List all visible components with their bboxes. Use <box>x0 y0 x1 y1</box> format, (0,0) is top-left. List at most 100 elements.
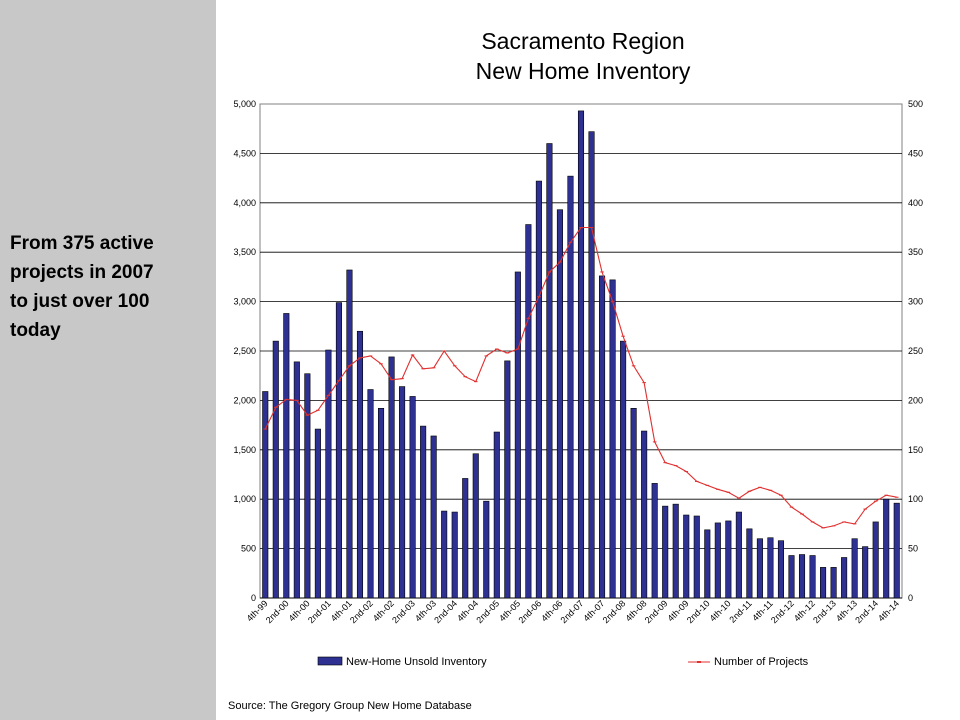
inventory-bar <box>725 520 732 599</box>
x-tick-label: 2nd-04 <box>432 598 459 625</box>
chart-title: Sacramento Region New Home Inventory <box>388 26 778 86</box>
inventory-bar <box>599 275 606 599</box>
inventory-bar <box>472 453 479 599</box>
legend-line-label: Number of Projects <box>714 656 809 668</box>
inventory-bar <box>420 425 427 599</box>
y-right-tick-label: 50 <box>908 544 918 554</box>
inventory-bar <box>272 340 279 599</box>
y-left-tick-label: 3,000 <box>233 297 256 307</box>
inventory-bar <box>609 279 616 599</box>
inventory-bar <box>441 510 448 599</box>
y-left-tick-label: 2,500 <box>233 346 256 356</box>
legend-bar-swatch <box>317 656 343 666</box>
inventory-bar <box>556 209 563 599</box>
inventory-bar <box>798 554 806 599</box>
side-note-line: to just over 100 <box>10 291 150 312</box>
y-right-tick-label: 350 <box>908 247 923 257</box>
y-left-tick-label: 4,000 <box>233 198 256 208</box>
x-tick-label: 2nd-01 <box>306 598 333 625</box>
side-note-line: From 375 active <box>10 233 154 254</box>
inventory-bar <box>504 360 511 599</box>
inventory-bar <box>335 302 342 599</box>
y-left-tick-label: 1,000 <box>233 494 256 504</box>
inventory-bar <box>620 340 627 599</box>
inventory-bar <box>735 511 742 599</box>
inventory-bar <box>767 537 774 599</box>
x-tick-label: 2nd-14 <box>853 598 880 625</box>
inventory-bar <box>367 389 374 599</box>
inventory-bar <box>683 514 690 599</box>
inventory-bar <box>567 175 574 599</box>
inventory-bar <box>325 349 332 599</box>
inventory-bar <box>293 361 300 599</box>
side-note-line: today <box>10 320 61 341</box>
inventory-bar <box>756 538 763 599</box>
y-right-tick-label: 400 <box>908 198 923 208</box>
inventory-bar <box>662 505 669 599</box>
inventory-bar <box>462 478 469 599</box>
x-tick-label: 2nd-09 <box>643 598 670 625</box>
x-tick-label: 2nd-03 <box>390 598 417 625</box>
inventory-bar <box>346 269 353 599</box>
side-note-line: projects in 2007 <box>10 262 154 283</box>
inventory-bar <box>641 430 648 599</box>
y-left-tick-label: 4,500 <box>233 148 256 158</box>
inventory-bar <box>788 555 795 599</box>
source-note: Source: The Gregory Group New Home Datab… <box>228 700 472 712</box>
inventory-bar <box>399 386 406 599</box>
inventory-bar <box>851 538 858 599</box>
inventory-bar <box>283 313 290 599</box>
inventory-bar <box>841 557 848 599</box>
inventory-bar <box>809 555 816 599</box>
inventory-bar <box>262 391 269 599</box>
y-right-tick-label: 100 <box>908 494 923 504</box>
chart-title-line-2: New Home Inventory <box>475 58 691 84</box>
y-left-tick-label: 2,000 <box>233 395 256 405</box>
inventory-bar <box>672 503 679 599</box>
x-tick-label: 2nd-13 <box>811 598 838 625</box>
x-tick-label: 2nd-12 <box>769 598 796 625</box>
chart-title-line-1: Sacramento Region <box>481 28 685 54</box>
y-right-tick-label: 0 <box>908 593 913 603</box>
x-tick-label: 2nd-11 <box>727 598 753 624</box>
inventory-bar <box>535 180 542 599</box>
inventory-bar <box>577 110 585 599</box>
inventory-bar <box>388 356 395 599</box>
inventory-bar <box>651 483 658 599</box>
legend-bar-label: New-Home Unsold Inventory <box>346 656 487 668</box>
y-right-tick-label: 300 <box>908 297 923 307</box>
inventory-bar <box>883 498 890 599</box>
y-left-tick-label: 3,500 <box>233 247 256 257</box>
inventory-bar <box>746 528 753 599</box>
side-panel <box>0 0 216 720</box>
inventory-bar <box>377 408 385 599</box>
inventory-bar <box>525 224 532 599</box>
y-left-tick-label: 500 <box>241 544 256 554</box>
inventory-bar <box>314 428 321 599</box>
x-tick-label: 4th-14 <box>876 598 901 623</box>
inventory-bar <box>777 540 785 599</box>
inventory-bar <box>546 143 553 599</box>
x-tick-label: 2nd-02 <box>348 598 375 625</box>
inventory-bar <box>483 500 490 599</box>
y-right-tick-label: 150 <box>908 445 923 455</box>
y-right-tick-label: 500 <box>908 99 923 109</box>
inventory-bar <box>430 435 437 599</box>
inventory-bar <box>714 522 721 599</box>
x-tick-label: 2nd-08 <box>601 598 628 625</box>
inventory-bar <box>304 373 311 599</box>
y-right-tick-label: 450 <box>908 148 923 158</box>
x-tick-label: 2nd-07 <box>559 598 586 625</box>
inventory-bar <box>872 521 879 599</box>
inventory-bar <box>514 271 521 599</box>
y-right-tick-label: 250 <box>908 346 923 356</box>
inventory-bar <box>356 330 364 599</box>
inventory-bar <box>704 529 711 599</box>
inventory-bar <box>893 502 900 599</box>
y-left-tick-label: 1,500 <box>233 445 256 455</box>
inventory-bar <box>451 511 458 599</box>
side-note: From 375 active projects in 2007 to just… <box>10 229 206 345</box>
x-tick-label: 2nd-10 <box>685 598 712 625</box>
inventory-bar <box>830 567 837 599</box>
inventory-bar <box>862 546 869 599</box>
